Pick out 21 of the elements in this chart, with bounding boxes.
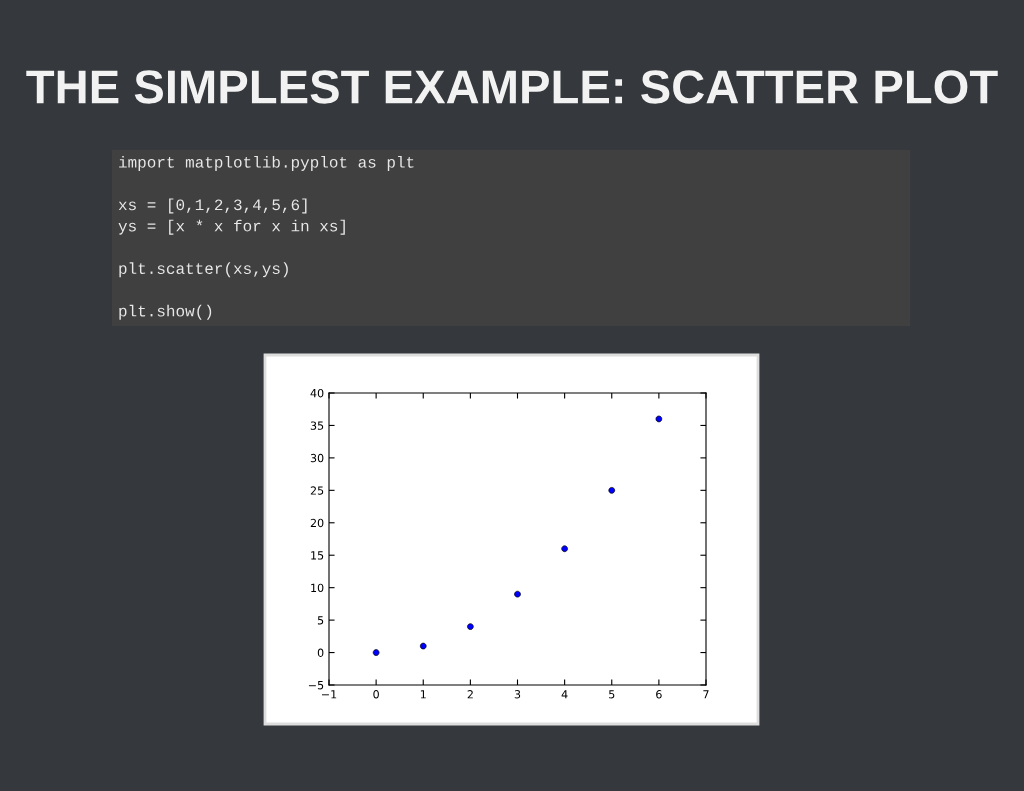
chart-title: THE SIMPLEST EXAMPLE: SCATTER PLOT (26, 70, 998, 104)
x-tick-label: 0 (373, 690, 379, 699)
text: import matplotlib.pyplot as plt xs = [0,1,2,3,4,5,6] ys = [x * x for x in xs] plt.scatter(xs,ys) plt.show() (118, 156, 414, 320)
y-tick-label: 0 (317, 648, 324, 657)
y-tick-label: 15 (311, 551, 324, 560)
x-tick-label: 1 (420, 690, 426, 699)
x-tick-label: 6 (656, 690, 662, 699)
x-tick-label: 4 (561, 690, 568, 699)
y-tick-label: 5 (317, 616, 324, 625)
y-tick-label: 40 (310, 388, 324, 398)
y-tick-label: −5 (308, 681, 324, 690)
y-tick-label: 10 (311, 583, 324, 593)
y-tick-label: 20 (310, 518, 324, 528)
y-tick-label: 35 (310, 421, 324, 430)
x-tick-label: −1 (321, 690, 337, 699)
y-tick-label: 25 (310, 486, 324, 495)
x-tick-label: 5 (609, 690, 615, 699)
y-tick-label: 30 (310, 453, 324, 463)
x-tick-label: 7 (703, 690, 709, 699)
x-tick-label: 3 (514, 690, 521, 699)
x-tick-label: 2 (467, 690, 473, 699)
